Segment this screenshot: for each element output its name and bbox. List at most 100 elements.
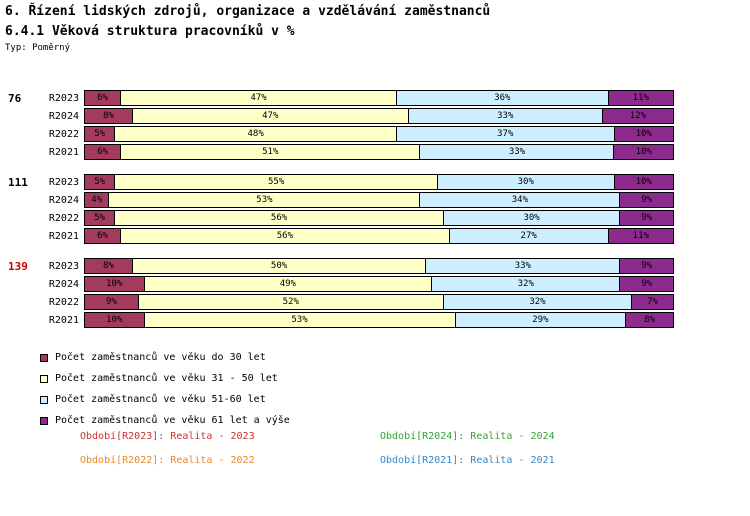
period-label: R2024 — [48, 278, 79, 290]
bar-row: R2021 6% 51% 33% 10% — [0, 144, 750, 160]
stacked-bar: 4% 53% 34% 9% — [84, 192, 674, 208]
bar-segment-do-30: 10% — [85, 277, 144, 291]
page-title: 6. Řízení lidských zdrojů, organizace a … — [5, 4, 491, 19]
period-definition: Období[R2024]: Realita - 2024 — [380, 431, 555, 442]
stacked-bar: 5% 48% 37% 10% — [84, 126, 674, 142]
bar-segment-61-plus: 9% — [619, 259, 673, 273]
bar-segment-61-plus: 9% — [619, 193, 674, 207]
page-subtitle: 6.4.1 Věková struktura pracovníků v % — [5, 24, 295, 39]
bar-segment-61-plus: 9% — [619, 211, 673, 225]
stacked-bar: 10% 53% 29% 8% — [84, 312, 674, 328]
stacked-bar-chart: 76 R2023 6% 47% 36% 11% R2024 8% 47% 33% 12% R2022 5… — [0, 90, 750, 342]
legend-item: Počet zaměstnanců ve věku 31 - 50 let — [40, 368, 290, 389]
legend-swatch — [40, 395, 48, 404]
bar-segment-31-50: 53% — [143, 313, 455, 327]
bar-group: 111 R2023 5% 55% 30% 10% R2024 4% 53% 34% 9% R2022 5… — [0, 174, 750, 244]
stacked-bar: 6% 56% 27% 11% — [84, 228, 674, 244]
legend-label: Počet zaměstnanců ve věku 61 let a výše — [55, 415, 290, 426]
bar-segment-51-60: 34% — [419, 193, 620, 207]
bar-segment-61-plus: 9% — [619, 277, 674, 291]
bar-row: R2021 6% 56% 27% 11% — [0, 228, 750, 244]
period-label: R2022 — [48, 212, 79, 224]
bar-segment-do-30: 6% — [85, 91, 121, 105]
bar-segment-31-50: 51% — [120, 145, 420, 159]
bar-row: R2022 5% 56% 30% 9% — [0, 210, 750, 226]
bar-segment-61-plus: 10% — [613, 145, 673, 159]
legend-label: Počet zaměstnanců ve věku do 30 let — [55, 352, 266, 363]
bar-segment-61-plus: 10% — [613, 127, 673, 141]
stacked-bar: 10% 49% 32% 9% — [84, 276, 674, 292]
bar-segment-do-30: 5% — [85, 175, 115, 189]
period-label: R2023 — [48, 176, 79, 188]
bar-row: R2022 9% 52% 32% 7% — [0, 294, 750, 310]
bar-segment-51-60: 32% — [431, 277, 620, 291]
bar-segment-51-60: 33% — [407, 109, 602, 123]
bar-segment-do-30: 5% — [85, 211, 115, 225]
bar-row: R2023 8% 50% 33% 9% — [0, 258, 750, 274]
bar-segment-61-plus: 12% — [601, 109, 673, 123]
bar-row: R2024 10% 49% 32% 9% — [0, 276, 750, 292]
period-label: R2024 — [48, 194, 79, 206]
legend-swatch — [40, 416, 48, 425]
bar-segment-do-30: 6% — [85, 229, 121, 243]
bar-segment-do-30: 10% — [85, 313, 144, 327]
bar-row: R2024 8% 47% 33% 12% — [0, 108, 750, 124]
legend: Počet zaměstnanců ve věku do 30 let Počet… — [40, 347, 290, 431]
bar-row: R2023 6% 47% 36% 11% — [0, 90, 750, 106]
bar-segment-61-plus: 11% — [607, 229, 673, 243]
group-total-label: 139 — [8, 260, 28, 273]
bar-segment-51-60: 29% — [454, 313, 626, 327]
bar-group: 139 R2023 8% 50% 33% 9% R2024 10% 49% 32% 9% R2022 9… — [0, 258, 750, 328]
bar-segment-do-30: 8% — [85, 109, 132, 123]
legend-item: Počet zaměstnanců ve věku 61 let a výše — [40, 410, 290, 431]
period-label: R2021 — [48, 146, 79, 158]
bar-segment-51-60: 33% — [419, 145, 614, 159]
chart-type-label: Typ: Poměrný — [5, 43, 71, 53]
bar-segment-31-50: 47% — [131, 109, 408, 123]
bar-segment-31-50: 55% — [114, 175, 437, 189]
legend-label: Počet zaměstnanců ve věku 51-60 let — [55, 394, 266, 405]
group-total-label: 76 — [8, 92, 22, 105]
bar-segment-51-60: 33% — [425, 259, 620, 273]
period-label: R2021 — [48, 314, 79, 326]
bar-segment-31-50: 52% — [137, 295, 443, 309]
bar-segment-31-50: 53% — [108, 193, 420, 207]
bar-segment-31-50: 49% — [143, 277, 432, 291]
stacked-bar: 6% 51% 33% 10% — [84, 144, 674, 160]
stacked-bar: 5% 55% 30% 10% — [84, 174, 674, 190]
bar-segment-do-30: 6% — [85, 145, 121, 159]
bar-segment-31-50: 50% — [131, 259, 426, 273]
bar-segment-51-60: 32% — [442, 295, 632, 309]
footer-periods: Období[R2023]: Realita - 2023 Období[R202… — [80, 431, 555, 466]
legend-swatch — [40, 374, 48, 383]
bar-segment-do-30: 4% — [85, 193, 109, 207]
bar-segment-do-30: 9% — [85, 295, 138, 309]
stacked-bar: 5% 56% 30% 9% — [84, 210, 674, 226]
period-label: R2023 — [48, 92, 79, 104]
period-definition: Období[R2023]: Realita - 2023 — [80, 431, 255, 442]
bar-row: R2022 5% 48% 37% 10% — [0, 126, 750, 142]
stacked-bar: 6% 47% 36% 11% — [84, 90, 674, 106]
period-label: R2022 — [48, 128, 79, 140]
bar-segment-51-60: 36% — [396, 91, 608, 105]
period-definition: Období[R2022]: Realita - 2022 — [80, 455, 255, 466]
period-label: R2022 — [48, 296, 79, 308]
period-label: R2024 — [48, 110, 79, 122]
bar-segment-31-50: 56% — [114, 211, 443, 225]
period-label: R2023 — [48, 260, 79, 272]
bar-segment-61-plus: 8% — [625, 313, 673, 327]
period-definition: Období[R2021]: Realita - 2021 — [380, 455, 555, 466]
bar-row: R2024 4% 53% 34% 9% — [0, 192, 750, 208]
bar-segment-51-60: 37% — [396, 127, 614, 141]
period-label: R2021 — [48, 230, 79, 242]
bar-row: R2023 5% 55% 30% 10% — [0, 174, 750, 190]
legend-item: Počet zaměstnanců ve věku do 30 let — [40, 347, 290, 368]
bar-segment-51-60: 30% — [437, 175, 614, 189]
bar-segment-51-60: 30% — [442, 211, 620, 225]
bar-segment-31-50: 56% — [120, 229, 449, 243]
bar-segment-31-50: 47% — [120, 91, 397, 105]
bar-segment-do-30: 5% — [85, 127, 115, 141]
bar-row: R2021 10% 53% 29% 8% — [0, 312, 750, 328]
bar-segment-31-50: 48% — [114, 127, 397, 141]
